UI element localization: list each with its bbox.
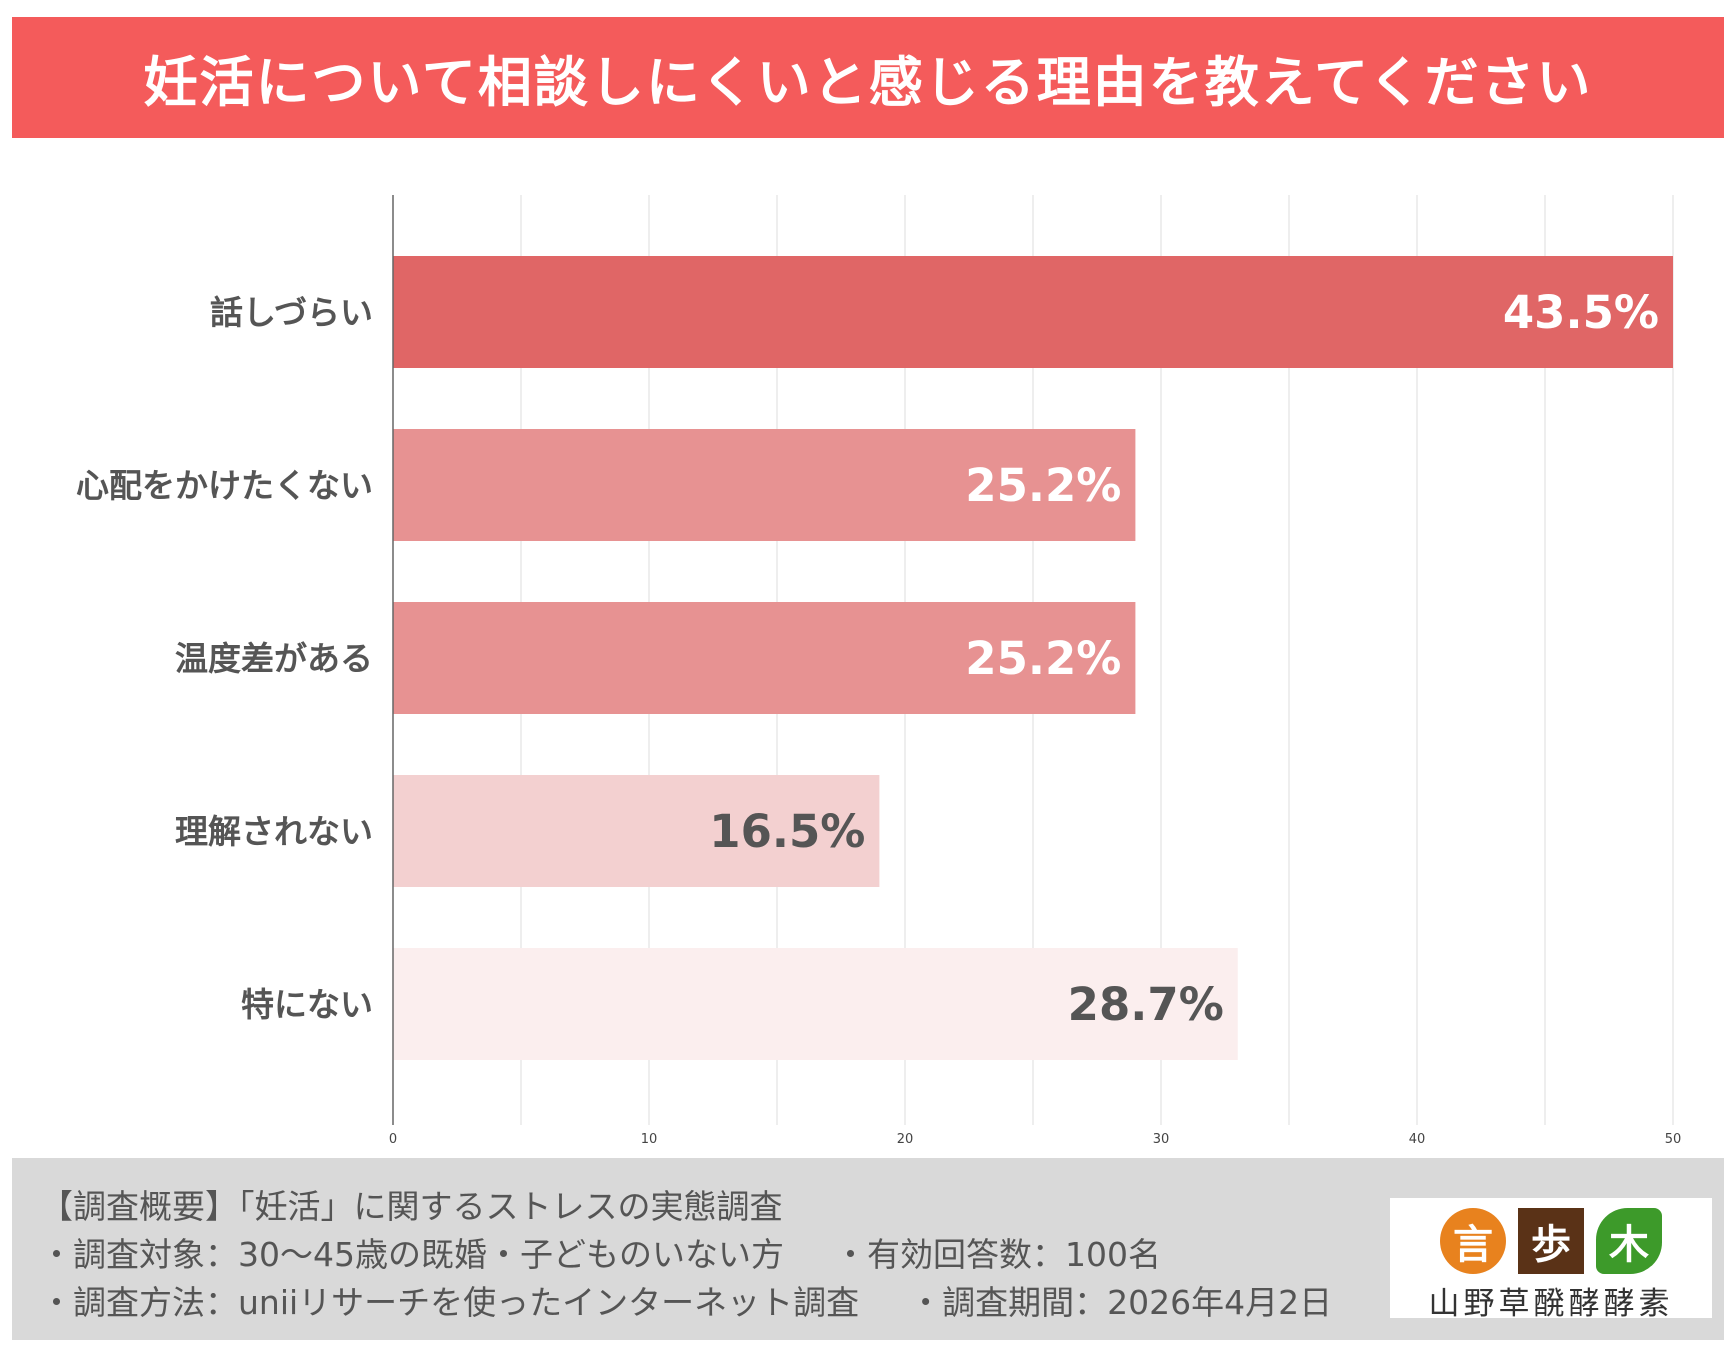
x-tick-label: 50 — [1665, 1132, 1682, 1147]
category-label: 特にない — [241, 985, 373, 1024]
survey-responses: ・有効回答数：100名 — [833, 1235, 1161, 1274]
chart-title: 妊活について相談しにくいと感じる理由を教えてください — [143, 51, 1593, 114]
data-label: 28.7% — [1068, 978, 1224, 1031]
data-label: 25.2% — [965, 632, 1121, 685]
x-tick-label: 40 — [1409, 1132, 1426, 1147]
logo-marks: 言 歩 木 — [1440, 1208, 1662, 1274]
bar-2 — [393, 429, 1136, 541]
survey-method-line: ・調査方法：uniiリサーチを使ったインターネット調査 ・調査期間：2026年4月… — [40, 1276, 1332, 1324]
bar-1 — [393, 256, 1673, 368]
x-tick-label: 20 — [897, 1132, 914, 1147]
category-label: 心配をかけたくない — [76, 466, 373, 505]
survey-target-line: ・調査対象：30〜45歳の既婚・子どものいない方 ・有効回答数：100名 — [40, 1228, 1161, 1276]
x-tick-label: 10 — [641, 1132, 658, 1147]
x-tick-label: 30 — [1153, 1132, 1170, 1147]
survey-summary-panel: 【調査概要】「妊活」に関するストレスの実態調査 ・調査対象：30〜45歳の既婚・… — [12, 1158, 1724, 1340]
category-label: 温度差がある — [175, 639, 373, 678]
bar-chart: 話しづらい 43.5% 心配をかけたくない 25.2% 温度差がある 25.2% 理解されな… — [76, 195, 1682, 1147]
bar-3 — [393, 602, 1136, 714]
survey-method: ・調査方法：uniiリサーチを使ったインターネット調査 — [40, 1283, 860, 1322]
data-label: 16.5% — [709, 805, 865, 858]
title-banner: 妊活について相談しにくいと感じる理由を教えてください — [12, 17, 1724, 138]
logo-mark-green: 木 — [1596, 1208, 1662, 1274]
category-label: 理解されない — [175, 812, 373, 851]
survey-heading: 【調査概要】「妊活」に関するストレスの実態調査 — [40, 1187, 783, 1226]
bar-5 — [393, 948, 1238, 1060]
logo-mark-orange: 言 — [1440, 1208, 1506, 1274]
survey-period: ・調査期間：2026年4月2日 — [909, 1283, 1333, 1322]
data-label: 25.2% — [965, 459, 1121, 512]
bar-4 — [393, 775, 880, 887]
category-label: 話しづらい — [210, 293, 373, 332]
logo-mark-brown: 歩 — [1518, 1208, 1584, 1274]
x-tick-label: 0 — [389, 1132, 397, 1147]
survey-target: ・調査対象：30〜45歳の既婚・子どものいない方 — [40, 1235, 784, 1274]
brand-logo: 言 歩 木 山野草醗酵酵素 — [1390, 1198, 1712, 1322]
data-label: 43.5% — [1503, 286, 1659, 339]
logo-text: 山野草醗酵酵素 — [1428, 1286, 1674, 1322]
